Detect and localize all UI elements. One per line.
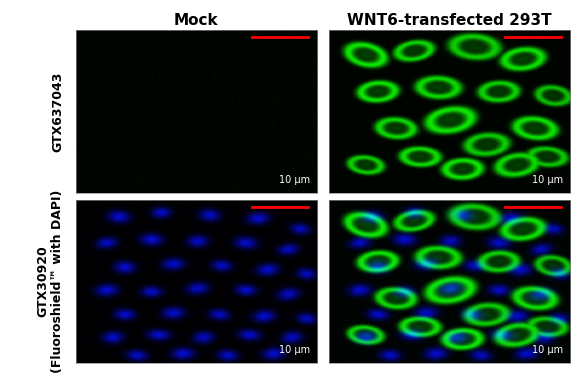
Text: 10 μm: 10 μm — [532, 175, 563, 184]
Text: 10 μm: 10 μm — [532, 345, 563, 355]
Text: GTX637043: GTX637043 — [51, 71, 64, 152]
Text: WNT6-transfected 293T: WNT6-transfected 293T — [347, 13, 552, 28]
Text: Mock: Mock — [174, 13, 219, 28]
Text: 10 μm: 10 μm — [279, 175, 310, 184]
Text: 10 μm: 10 μm — [279, 345, 310, 355]
Text: GTX30920
(Fluoroshield™ with DAPI): GTX30920 (Fluoroshield™ with DAPI) — [36, 190, 64, 373]
